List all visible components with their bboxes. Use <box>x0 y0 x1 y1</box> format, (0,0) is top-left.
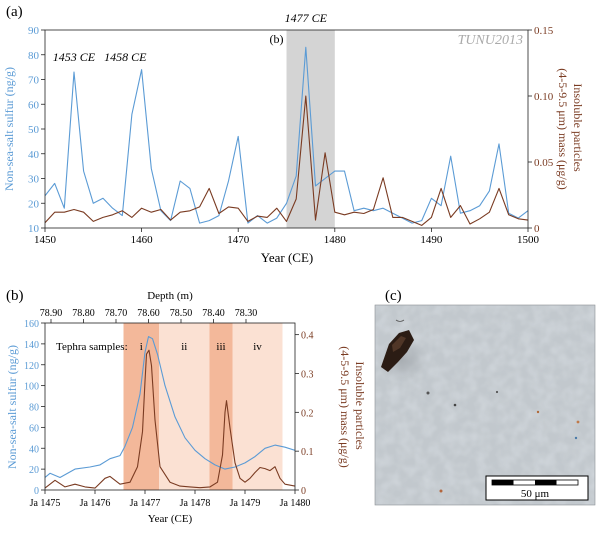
tephra-region <box>159 323 210 490</box>
tephra-region-label: iv <box>253 341 262 353</box>
tephra-region-label: i <box>140 341 143 353</box>
top-tick-label: 78.40 <box>202 308 225 319</box>
y-tick-label-right: 0.10 <box>534 91 554 103</box>
highlight-label: (b) <box>270 32 284 46</box>
y-tick-label-left: 80 <box>29 403 39 414</box>
micrograph: 50 μm <box>374 304 596 506</box>
particle <box>439 489 443 493</box>
scale-bar-label: 50 μm <box>521 488 550 500</box>
y-tick-label-left: 30 <box>28 174 40 186</box>
y-tick-label-left: 140 <box>24 340 39 351</box>
y-axis-label-right: Insoluble particles (4-5-9.5 μm) mass (μ… <box>338 346 367 468</box>
particles-series-line <box>45 349 295 489</box>
tephra-label: Tephra samples: <box>56 341 128 353</box>
y-tick-label-left: 40 <box>28 149 40 161</box>
panel-c: (c) 50 μm <box>374 288 596 506</box>
y-tick-label-left: 60 <box>28 99 40 111</box>
x-tick-label: Ja 1477 <box>130 498 161 509</box>
tephra-region <box>232 323 283 490</box>
y-tick-label-left: 20 <box>29 465 39 476</box>
record-label: TUNU2013 <box>458 33 523 48</box>
tephra-grain <box>381 330 414 372</box>
scale-bar: 50 μm <box>485 475 589 501</box>
tephra-region <box>123 323 159 490</box>
y-axis-label-left: Non-sea-salt sulfur (ng/g) <box>2 67 16 191</box>
y-tick-label-right: 0.2 <box>301 408 314 419</box>
tephra-region-label: ii <box>181 341 187 353</box>
x-tick-label: 1490 <box>420 234 443 246</box>
top-tick-label: 78.90 <box>40 308 63 319</box>
panel-a: (a) (b) 1450 1460 1470 1480 1490 1500 10 20 30 40… <box>2 4 585 265</box>
y-tick-label-left: 40 <box>29 444 39 455</box>
highlight-box <box>286 30 335 228</box>
top-tick-label: 78.70 <box>105 308 128 319</box>
x-tick-label: Ja 1475 <box>30 498 61 509</box>
x-tick-label: Ja 1480 <box>280 498 311 509</box>
particle <box>574 436 578 440</box>
micrograph-border <box>374 304 596 506</box>
x-tick-label: Ja 1479 <box>230 498 261 509</box>
x-tick-label: 1480 <box>324 234 347 246</box>
panel-b: (b) i ii iii iv Ja 1475 Ja 1476 Ja 1477 Ja 147… <box>5 288 367 525</box>
panel-a-label: (a) <box>6 4 23 20</box>
y-tick-label-left: 70 <box>28 75 40 87</box>
tephra-grain-highlight <box>392 336 406 352</box>
y-tick-label-left: 20 <box>28 198 40 210</box>
y-tick-label-left: 10 <box>28 223 40 235</box>
particle <box>576 420 580 424</box>
scale-bar-segment <box>535 480 557 485</box>
y-tick-label-right: 0.05 <box>534 157 554 169</box>
x-tick-label: 1460 <box>131 234 154 246</box>
x-axis-label: Year (CE) <box>261 250 313 265</box>
scale-bar-segment <box>492 480 514 485</box>
x-axis-label: Year (CE) <box>148 513 193 525</box>
x-tick-label: Ja 1476 <box>80 498 111 509</box>
y-tick-label-left: 160 <box>24 319 39 330</box>
particle <box>453 403 457 407</box>
x-tick-label: 1470 <box>227 234 250 246</box>
particle <box>426 391 430 395</box>
y-tick-label-left: 100 <box>24 382 39 393</box>
sulfur-series-line <box>45 46 528 224</box>
top-axis-label: Depth (m) <box>147 290 193 302</box>
tephra-region <box>209 323 233 490</box>
y-tick-label-right: 0.3 <box>301 369 314 380</box>
y-tick-label-left: 120 <box>24 361 39 372</box>
y-axis-label-left: Non-sea-salt sulfur (ng/g) <box>5 345 19 469</box>
y-tick-label-right: 0.15 <box>534 25 554 37</box>
y-tick-label-left: 60 <box>29 423 39 434</box>
x-tick-label: 1500 <box>517 234 540 246</box>
y-tick-label-right: 0.4 <box>301 331 314 342</box>
y-tick-label-right: 0 <box>534 223 540 235</box>
annotation: 1458 CE <box>104 50 147 64</box>
particles-series-line <box>45 95 528 226</box>
top-tick-label: 78.60 <box>137 308 160 319</box>
y-tick-label-left: 90 <box>28 25 40 37</box>
y-tick-label-right: 0.1 <box>301 447 314 458</box>
fiber <box>395 319 405 322</box>
annotation: 1453 CE <box>53 50 96 64</box>
x-tick-label: 1450 <box>34 234 57 246</box>
y-tick-label-left: 50 <box>28 124 40 136</box>
tephra-region-label: iii <box>216 341 225 353</box>
particle <box>536 410 540 414</box>
y-tick-label-right: 0 <box>301 486 306 497</box>
panel-b-label: (b) <box>6 288 24 304</box>
y-axis-label-right: Insoluble particles (4-5-9.5 μm) mass (μ… <box>556 68 585 190</box>
annotation: 1477 CE <box>285 11 328 25</box>
panel-c-label: (c) <box>385 288 402 304</box>
top-tick-label: 78.80 <box>72 308 95 319</box>
y-tick-label-left: 80 <box>28 50 40 62</box>
particle <box>495 390 499 394</box>
x-tick-label: Ja 1478 <box>180 498 211 509</box>
sulfur-series-line <box>45 336 295 479</box>
y-tick-label-left: 0 <box>34 486 39 497</box>
top-tick-label: 78.30 <box>235 308 258 319</box>
top-tick-label: 78.50 <box>170 308 193 319</box>
